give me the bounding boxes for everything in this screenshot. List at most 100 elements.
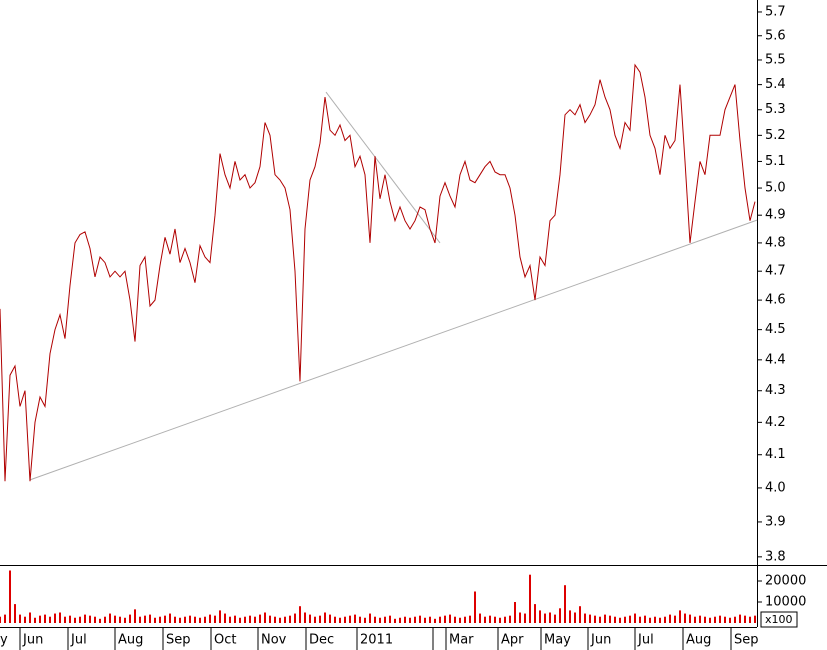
volume-bar	[54, 613, 56, 623]
x-tick-label: Apr	[501, 633, 524, 648]
y-tick-label: 5.7	[765, 4, 786, 19]
y-tick-label: 5.4	[765, 77, 786, 92]
volume-bar	[564, 585, 566, 623]
y-tick-label: 4.7	[765, 264, 786, 279]
volume-bar	[484, 616, 486, 623]
y-tick-label: 4.3	[765, 383, 786, 398]
x-tick-label: Dec	[309, 633, 334, 648]
volume-bar	[159, 616, 161, 623]
volume-bar	[304, 612, 306, 623]
volume-bar	[134, 609, 136, 623]
volume-bar	[409, 617, 411, 623]
volume-bar	[454, 616, 456, 623]
y-tick-label: 5.3	[765, 102, 786, 117]
x-tick-label: Mar	[449, 633, 474, 648]
volume-bar	[684, 613, 686, 623]
y-tick-label: 4.4	[765, 352, 786, 367]
volume-bar	[219, 610, 221, 623]
volume-bar	[14, 604, 16, 623]
volume-bar	[479, 613, 481, 623]
volume-bar	[419, 615, 421, 623]
volume-bar	[319, 615, 321, 623]
volume-bar	[9, 570, 11, 623]
volume-bar	[494, 616, 496, 623]
volume-bar	[139, 616, 141, 623]
volume-bar	[29, 612, 31, 623]
volume-bar	[154, 617, 156, 623]
volume-bar	[389, 615, 391, 623]
y2-tick-label: 10000	[765, 595, 806, 610]
volume-bar	[499, 617, 501, 623]
volume-bar	[729, 617, 731, 623]
x-tick-label: Jul	[70, 633, 87, 648]
volume-bar	[119, 616, 121, 623]
volume-bar	[89, 615, 91, 623]
volume-bar	[179, 617, 181, 623]
volume-bar	[534, 604, 536, 623]
volume-bar	[614, 616, 616, 623]
volume-bar	[379, 617, 381, 623]
volume-bar	[709, 617, 711, 623]
volume-bar	[364, 617, 366, 623]
volume-bar	[224, 613, 226, 623]
volume-bar	[64, 616, 66, 623]
volume-bar	[329, 614, 331, 623]
volume-bar	[554, 614, 556, 623]
volume-bar	[464, 616, 466, 623]
volume-bar	[579, 606, 581, 623]
volume-bar	[459, 617, 461, 623]
x-tick-label: May	[544, 633, 571, 648]
y-tick-label: 5.6	[765, 28, 786, 43]
volume-bar	[634, 613, 636, 623]
volume-bar	[679, 610, 681, 623]
volume-bar	[254, 616, 256, 623]
volume-bar	[654, 616, 656, 623]
trend-line	[325, 91, 441, 244]
volume-bar	[24, 616, 26, 623]
volume-bar	[404, 616, 406, 623]
volume-bar	[489, 615, 491, 623]
volume-bar	[349, 615, 351, 623]
x-tick-label: Jul	[637, 633, 654, 648]
volume-bar	[544, 613, 546, 623]
y-tick-label: 4.1	[765, 447, 786, 462]
volume-bar	[529, 574, 531, 623]
volume-bar	[74, 617, 76, 623]
volume-bar	[149, 614, 151, 623]
volume-bar	[474, 591, 476, 623]
volume-bar	[114, 615, 116, 623]
volume-bar	[369, 613, 371, 623]
volume-bar	[309, 614, 311, 623]
volume-bar	[519, 612, 521, 623]
volume-bar	[314, 616, 316, 623]
y-tick-label: 4.9	[765, 208, 786, 223]
y-tick-label: 5.0	[765, 181, 786, 196]
volume-bar	[334, 616, 336, 623]
volume-bar	[169, 613, 171, 623]
volume-bar	[324, 612, 326, 623]
volume-bar	[669, 614, 671, 623]
y-tick-label: 4.5	[765, 322, 786, 337]
volume-bar	[374, 616, 376, 623]
volume-bar	[229, 616, 231, 623]
y-tick-label: 3.9	[765, 514, 786, 529]
y-tick-label: 3.8	[765, 549, 786, 564]
volume-bar	[664, 616, 666, 623]
volume-bar	[204, 616, 206, 623]
volume-bar	[99, 618, 101, 623]
volume-bar	[209, 614, 211, 623]
x-tick-label: Nov	[261, 633, 287, 648]
volume-bar	[84, 614, 86, 623]
volume-bar	[569, 610, 571, 623]
volume-bar	[394, 618, 396, 623]
volume-bar	[259, 614, 261, 623]
volume-bar	[49, 616, 51, 623]
x-tick-label: Jun	[590, 633, 611, 648]
volume-bar	[424, 617, 426, 623]
volume-bar	[689, 614, 691, 623]
volume-bar	[559, 608, 561, 623]
volume-bar	[274, 616, 276, 623]
volume-bar	[129, 614, 131, 623]
volume-bar	[94, 616, 96, 623]
